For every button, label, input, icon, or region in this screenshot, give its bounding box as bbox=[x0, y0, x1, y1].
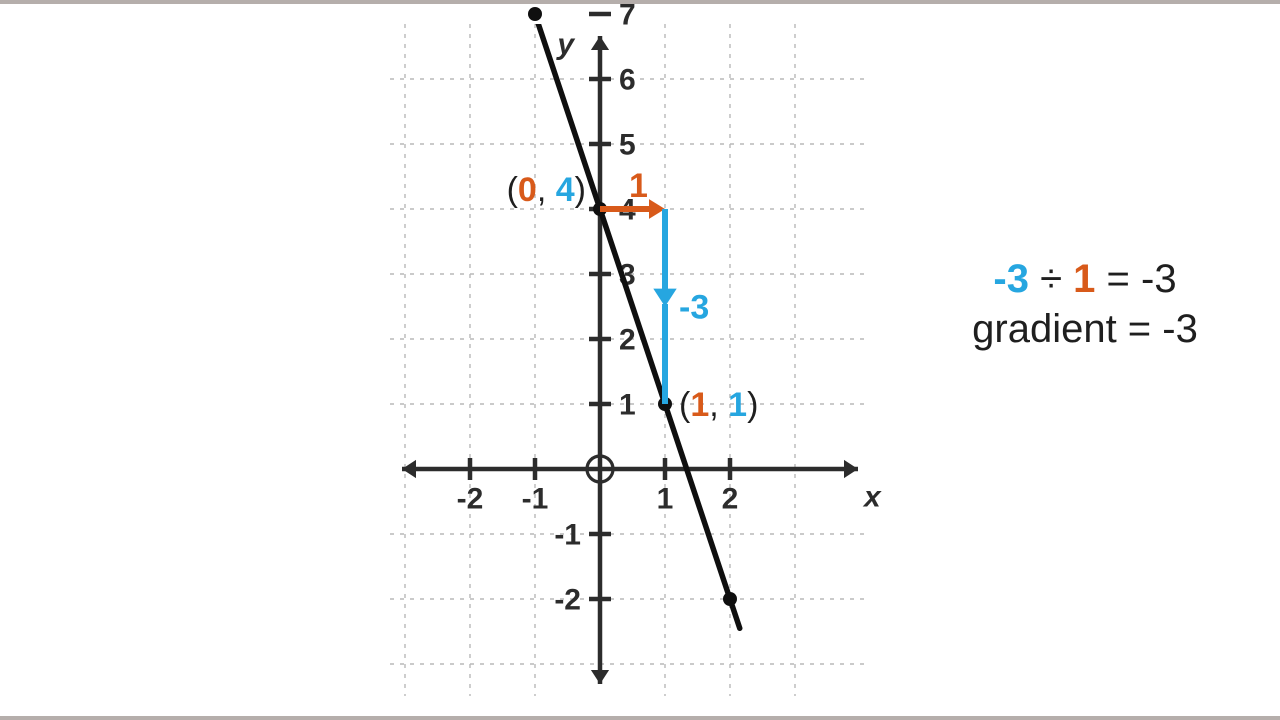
svg-text:2: 2 bbox=[619, 324, 636, 357]
svg-text:-1: -1 bbox=[554, 519, 581, 552]
divide-symbol: ÷ bbox=[1040, 257, 1062, 301]
run-value: 1 bbox=[1073, 257, 1095, 301]
svg-text:1: 1 bbox=[619, 389, 636, 422]
svg-text:(0, 4): (0, 4) bbox=[507, 171, 586, 209]
svg-text:-2: -2 bbox=[554, 584, 581, 617]
svg-text:6: 6 bbox=[619, 64, 636, 97]
svg-text:2: 2 bbox=[722, 483, 739, 516]
svg-text:5: 5 bbox=[619, 129, 636, 162]
rise-value: -3 bbox=[993, 257, 1029, 301]
svg-text:7: 7 bbox=[619, 4, 636, 32]
svg-text:1: 1 bbox=[657, 483, 674, 516]
svg-text:-3: -3 bbox=[679, 288, 709, 326]
equation-line-2: gradient = -3 bbox=[925, 304, 1245, 354]
svg-text:x: x bbox=[862, 481, 882, 514]
card: -2-112-2-11234567xy1-3(0, 4)(1, 1) -3 ÷ … bbox=[0, 4, 1280, 716]
svg-text:-1: -1 bbox=[522, 483, 549, 516]
equation-block: -3 ÷ 1 = -3 gradient = -3 bbox=[925, 254, 1245, 354]
svg-text:1: 1 bbox=[629, 167, 648, 205]
equals-result: = -3 bbox=[1107, 257, 1177, 301]
svg-text:y: y bbox=[555, 28, 575, 61]
equation-line-1: -3 ÷ 1 = -3 bbox=[925, 254, 1245, 304]
svg-text:(1, 1): (1, 1) bbox=[679, 386, 758, 424]
gradient-plot: -2-112-2-11234567xy1-3(0, 4)(1, 1) bbox=[0, 4, 1280, 716]
svg-text:-2: -2 bbox=[457, 483, 484, 516]
